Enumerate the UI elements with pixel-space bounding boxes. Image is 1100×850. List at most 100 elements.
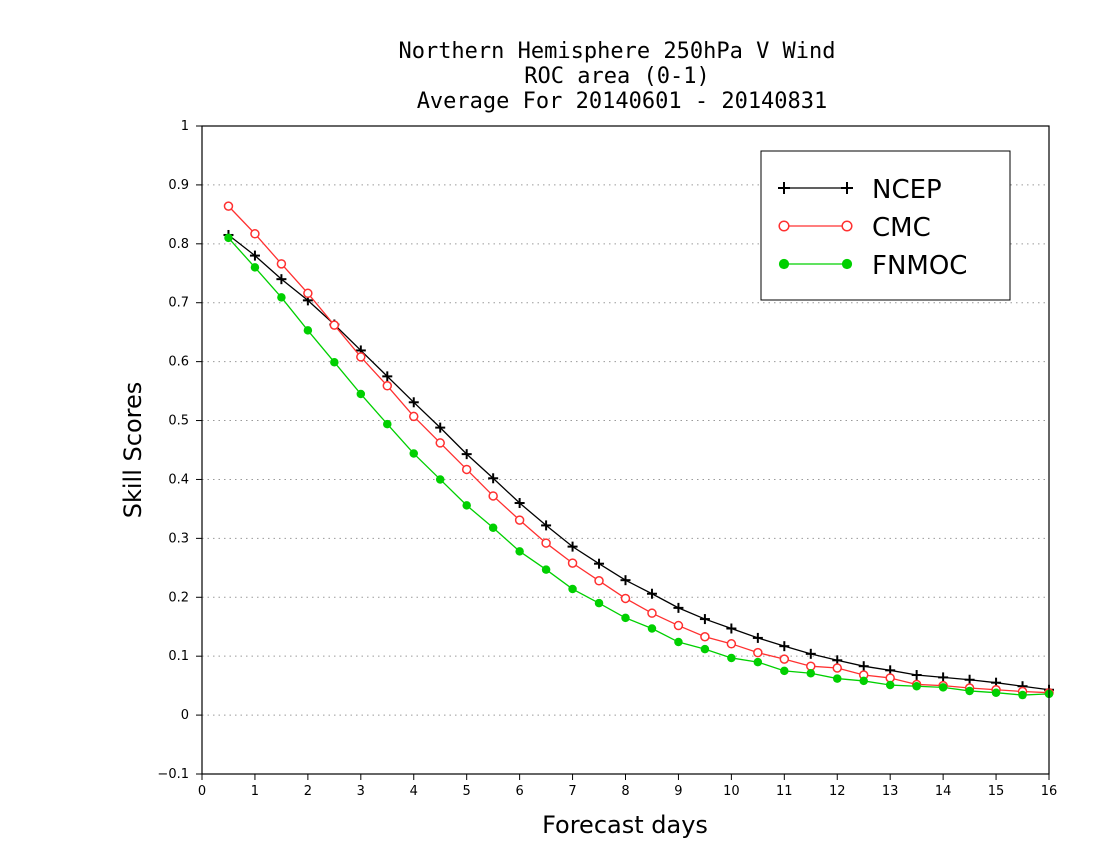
point-fnmoc-16 <box>647 624 657 633</box>
point-fnmoc-28 <box>965 686 974 696</box>
point-ncep-19 <box>726 623 737 634</box>
point-cmc-7 <box>409 411 419 422</box>
point-fnmoc-10 <box>488 523 498 533</box>
x-tick-label-5: 5 <box>463 784 471 799</box>
point-fnmoc-2 <box>277 293 286 302</box>
point-ncep-14 <box>594 558 605 569</box>
point-fnmoc-6 <box>383 419 392 429</box>
series-fnmoc <box>224 233 1054 700</box>
legend-marker-end-ncep <box>841 182 853 194</box>
point-cmc-14 <box>594 576 604 586</box>
chart-title-line-3: Average For 20140601 - 20140831 <box>417 89 828 114</box>
x-tick-label-6: 6 <box>515 784 523 799</box>
point-ncep-26 <box>911 670 922 681</box>
chart-title-line-1: Northern Hemisphere 250hPa V Wind <box>398 39 835 64</box>
legend-marker-end-cmc <box>841 220 853 232</box>
point-cmc-15 <box>620 593 631 604</box>
y-axis-title: Skill Scores <box>119 382 147 519</box>
legend-label-cmc: CMC <box>872 213 931 243</box>
point-cmc-22 <box>806 661 816 671</box>
point-cmc-4 <box>329 320 340 330</box>
y-tick-label-1: 0 <box>181 708 189 723</box>
series-line-fnmoc <box>227 237 1050 696</box>
point-fnmoc-15 <box>621 613 630 623</box>
point-fnmoc-22 <box>806 669 816 678</box>
point-ncep-27 <box>938 672 949 683</box>
y-tick-label-2: 0.1 <box>168 649 189 664</box>
point-fnmoc-14 <box>594 598 604 608</box>
point-fnmoc-0 <box>224 233 233 243</box>
point-ncep-28 <box>964 674 975 685</box>
legend-item-cmc: CMC <box>778 213 931 243</box>
point-cmc-23 <box>832 663 842 673</box>
point-fnmoc-25 <box>885 680 895 690</box>
point-ncep-20 <box>752 632 763 643</box>
point-fnmoc-5 <box>356 389 366 399</box>
point-ncep-18 <box>699 614 710 625</box>
point-cmc-10 <box>488 491 498 501</box>
legend-marker-start-cmc <box>778 220 790 232</box>
point-fnmoc-23 <box>833 674 842 683</box>
legend-marker-start-ncep <box>778 182 790 194</box>
point-ncep-8 <box>435 422 446 433</box>
y-tick-label-6: 0.5 <box>168 414 189 429</box>
x-tick-label-8: 8 <box>621 784 629 799</box>
x-tick-label-9: 9 <box>674 784 682 799</box>
series-layer <box>223 201 1054 700</box>
y-tick-label-7: 0.6 <box>168 355 189 370</box>
point-cmc-25 <box>885 673 895 683</box>
point-cmc-21 <box>779 654 790 664</box>
point-ncep-10 <box>488 473 499 484</box>
y-tick-label-4: 0.3 <box>168 531 189 546</box>
point-fnmoc-20 <box>753 657 763 667</box>
point-cmc-8 <box>435 438 445 448</box>
point-fnmoc-26 <box>912 681 921 691</box>
y-tick-label-9: 0.8 <box>168 237 189 252</box>
point-ncep-13 <box>567 541 578 552</box>
legend-marker-end-fnmoc <box>841 258 853 270</box>
point-cmc-17 <box>673 620 684 631</box>
point-fnmoc-8 <box>435 475 445 484</box>
point-ncep-22 <box>805 648 816 659</box>
x-axis: 0 1 2 3 4 5 6 7 8 9 10 11 12 13 14 15 16 <box>198 774 1057 799</box>
x-tick-label-11: 11 <box>776 784 793 799</box>
point-cmc-11 <box>514 515 525 525</box>
point-cmc-19 <box>726 639 737 649</box>
point-cmc-0 <box>223 201 234 211</box>
point-fnmoc-24 <box>859 676 868 686</box>
point-cmc-3 <box>303 288 313 299</box>
point-fnmoc-1 <box>250 263 260 272</box>
x-tick-label-1: 1 <box>251 784 259 799</box>
legend-label-ncep: NCEP <box>872 175 942 205</box>
y-tick-label-5: 0.4 <box>168 472 189 487</box>
chart-title: Northern Hemisphere 250hPa V Wind ROC ar… <box>398 39 835 114</box>
x-tick-label-15: 15 <box>988 784 1005 799</box>
point-fnmoc-18 <box>700 644 710 654</box>
x-tick-label-13: 13 <box>882 784 899 799</box>
point-cmc-5 <box>356 352 366 362</box>
point-cmc-18 <box>700 631 710 642</box>
x-tick-label-14: 14 <box>935 784 952 799</box>
x-tick-label-0: 0 <box>198 784 206 799</box>
x-tick-label-2: 2 <box>304 784 312 799</box>
point-ncep-9 <box>461 449 472 460</box>
legend-label-fnmoc: FNMOC <box>872 251 967 281</box>
x-tick-label-12: 12 <box>829 784 846 799</box>
point-ncep-17 <box>673 602 684 613</box>
point-fnmoc-30 <box>1018 690 1027 700</box>
point-ncep-7 <box>408 397 419 408</box>
point-ncep-11 <box>514 498 525 509</box>
x-tick-label-3: 3 <box>357 784 365 799</box>
point-fnmoc-3 <box>303 326 313 335</box>
point-ncep-16 <box>646 588 657 599</box>
point-cmc-20 <box>753 647 763 658</box>
point-fnmoc-7 <box>409 449 418 458</box>
point-ncep-12 <box>541 520 552 531</box>
point-ncep-24 <box>858 661 869 672</box>
point-fnmoc-9 <box>462 501 471 510</box>
y-axis: −0.1 0 0.1 0.2 0.3 0.4 0.5 0.6 0.7 0.8 0.9 1 <box>157 119 202 782</box>
legend-item-fnmoc: FNMOC <box>778 251 967 281</box>
y-tick-label-10: 0.9 <box>168 178 189 193</box>
x-tick-label-10: 10 <box>723 784 740 799</box>
